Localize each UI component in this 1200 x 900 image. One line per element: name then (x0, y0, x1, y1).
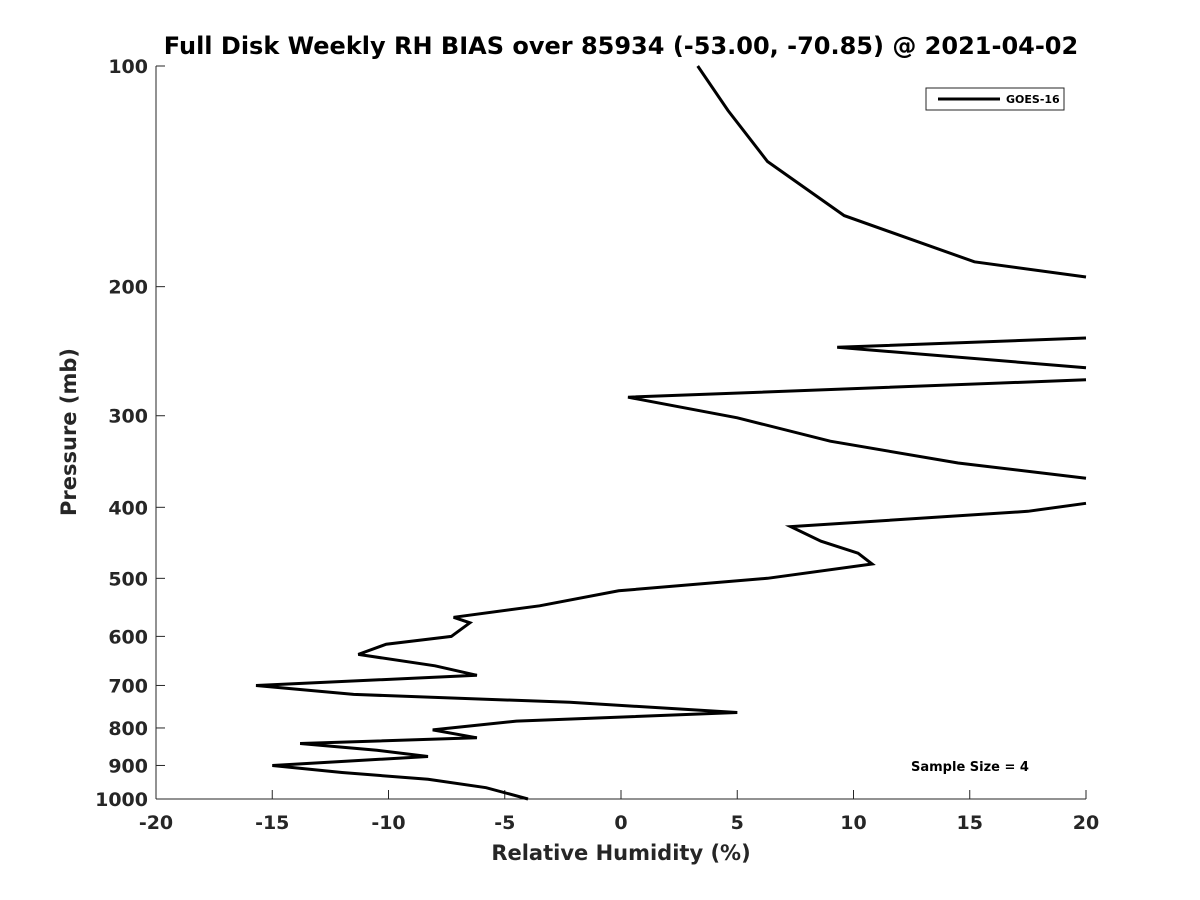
y-tick-label: 300 (108, 406, 148, 428)
y-tick-label: 600 (108, 626, 148, 648)
y-tick-label: 200 (108, 277, 148, 299)
y-tick-label: 900 (108, 755, 148, 777)
x-tick-label: 10 (840, 812, 866, 834)
chart-title: Full Disk Weekly RH BIAS over 85934 (-53… (164, 32, 1078, 60)
legend: GOES-16 (925, 87, 1065, 111)
x-axis-ticks: -20 -15 -10 -5 0 5 10 15 20 (139, 790, 1099, 834)
y-axis-ticks: 100 200 300 400 500 600 700 800 900 1000 (95, 56, 165, 811)
legend-entry-goes-16: GOES-16 (1006, 93, 1060, 106)
x-tick-label: 5 (731, 812, 744, 834)
y-tick-label: 1000 (95, 789, 148, 811)
x-tick-label: -5 (494, 812, 515, 834)
y-axis-label: Pressure (mb) (57, 348, 81, 516)
y-tick-label: 700 (108, 675, 148, 697)
x-tick-label: 0 (614, 812, 627, 834)
x-axis-label: Relative Humidity (%) (491, 841, 750, 865)
x-tick-label: -20 (139, 812, 173, 834)
y-tick-label: 100 (108, 56, 148, 78)
series-line-goes-16 (255, 65, 1087, 801)
plot-area (156, 66, 1086, 799)
series-layer (255, 65, 1087, 801)
y-tick-label: 800 (108, 718, 148, 740)
y-tick-label: 400 (108, 497, 148, 519)
x-tick-label: -15 (255, 812, 289, 834)
x-tick-label: 20 (1073, 812, 1099, 834)
x-tick-label: -10 (371, 812, 405, 834)
sample-size-annotation: Sample Size = 4 (911, 760, 1029, 775)
x-tick-label: 15 (957, 812, 983, 834)
y-tick-label: 500 (108, 568, 148, 590)
